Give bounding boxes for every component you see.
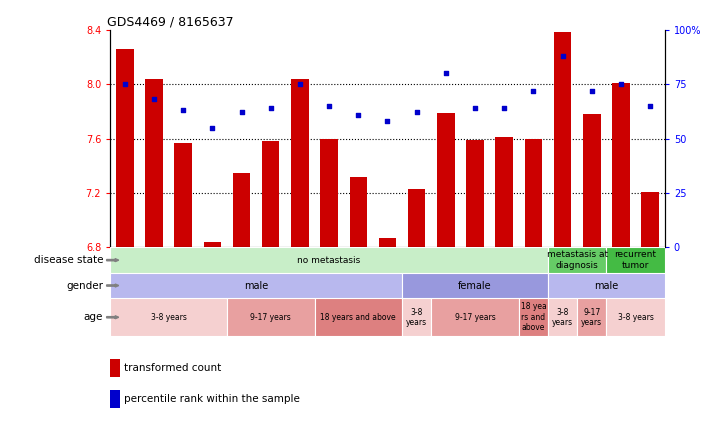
- Text: male: male: [244, 280, 268, 291]
- Bar: [606, 298, 665, 336]
- Bar: [227, 298, 314, 336]
- Text: metastasis at
diagnosis: metastasis at diagnosis: [547, 250, 608, 270]
- Bar: [402, 298, 432, 336]
- Text: percentile rank within the sample: percentile rank within the sample: [124, 394, 300, 404]
- Point: [294, 81, 306, 88]
- Text: 3-8
years: 3-8 years: [552, 308, 573, 327]
- Point: [528, 87, 539, 94]
- Point: [178, 107, 189, 114]
- Text: 9-17
years: 9-17 years: [582, 308, 602, 327]
- Point: [615, 81, 626, 88]
- Bar: [116, 49, 134, 247]
- Bar: [110, 390, 120, 408]
- Bar: [292, 79, 309, 247]
- Text: 9-17 years: 9-17 years: [250, 313, 291, 322]
- Bar: [432, 298, 519, 336]
- Point: [265, 104, 277, 111]
- Bar: [583, 114, 601, 247]
- Point: [207, 124, 218, 131]
- Point: [440, 70, 451, 77]
- Bar: [577, 298, 606, 336]
- Bar: [554, 32, 572, 247]
- Bar: [145, 79, 163, 247]
- Bar: [110, 273, 402, 298]
- Point: [324, 102, 335, 109]
- Bar: [519, 298, 548, 336]
- Bar: [321, 139, 338, 247]
- Text: disease state: disease state: [33, 255, 103, 265]
- Text: recurrent
tumor: recurrent tumor: [614, 250, 656, 270]
- Point: [557, 52, 568, 59]
- Text: 3-8
years: 3-8 years: [406, 308, 427, 327]
- Bar: [496, 137, 513, 247]
- Text: 3-8 years: 3-8 years: [618, 313, 653, 322]
- Bar: [174, 143, 192, 247]
- Bar: [110, 298, 227, 336]
- Text: age: age: [84, 312, 103, 322]
- Bar: [203, 242, 221, 247]
- Text: no metastasis: no metastasis: [297, 255, 360, 265]
- Bar: [314, 298, 402, 336]
- Point: [586, 87, 597, 94]
- Bar: [350, 177, 367, 247]
- Point: [411, 109, 422, 116]
- Text: 18 yea
rs and
above: 18 yea rs and above: [520, 302, 546, 332]
- Bar: [548, 298, 577, 336]
- Bar: [466, 140, 483, 247]
- Bar: [606, 247, 665, 273]
- Point: [236, 109, 247, 116]
- Point: [119, 81, 131, 88]
- Point: [644, 102, 656, 109]
- Bar: [262, 141, 279, 247]
- Bar: [408, 189, 425, 247]
- Text: 9-17 years: 9-17 years: [455, 313, 496, 322]
- Bar: [232, 173, 250, 247]
- Bar: [437, 113, 454, 247]
- Bar: [548, 247, 606, 273]
- Bar: [525, 139, 542, 247]
- Text: male: male: [594, 280, 619, 291]
- Bar: [548, 273, 665, 298]
- Text: transformed count: transformed count: [124, 363, 221, 373]
- Point: [469, 104, 481, 111]
- Point: [382, 118, 393, 124]
- Bar: [612, 83, 630, 247]
- Bar: [110, 247, 548, 273]
- Text: 3-8 years: 3-8 years: [151, 313, 186, 322]
- Bar: [402, 273, 548, 298]
- Point: [353, 111, 364, 118]
- Bar: [110, 359, 120, 377]
- Text: 18 years and above: 18 years and above: [321, 313, 396, 322]
- Text: female: female: [459, 280, 492, 291]
- Point: [498, 104, 510, 111]
- Bar: [379, 238, 396, 247]
- Point: [149, 96, 160, 103]
- Text: gender: gender: [66, 280, 103, 291]
- Bar: [641, 192, 659, 247]
- Text: GDS4469 / 8165637: GDS4469 / 8165637: [107, 16, 234, 28]
